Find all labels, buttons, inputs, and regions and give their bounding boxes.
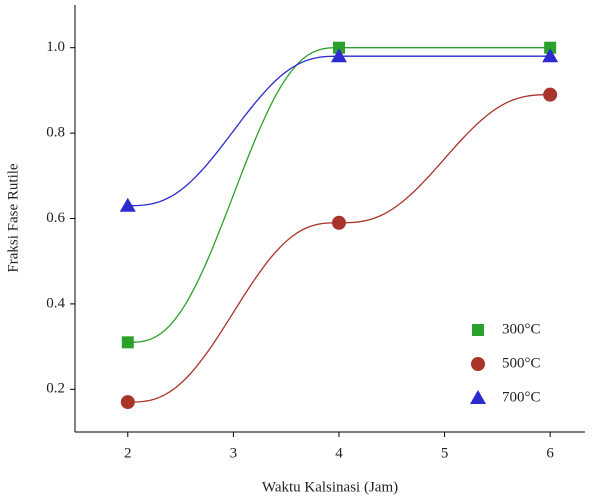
marker-circle <box>543 88 557 102</box>
y-tick-label: 0.4 <box>46 295 65 311</box>
fit-curve <box>128 56 550 206</box>
x-tick-label: 2 <box>124 445 132 461</box>
x-tick-label: 5 <box>441 445 449 461</box>
y-tick-label: 0.6 <box>46 210 65 226</box>
chart: Waktu Kalsinasi (Jam) Fraksi Fase Rutile… <box>0 0 597 497</box>
marker-square <box>472 324 484 336</box>
marker-triangle <box>470 390 486 404</box>
marker-square <box>122 336 134 348</box>
x-tick-label: 4 <box>335 445 343 461</box>
legend-label: 300°C <box>502 321 541 337</box>
y-tick-label: 0.8 <box>46 125 65 141</box>
y-tick-label: 0.2 <box>46 381 65 397</box>
y-tick-label: 1.0 <box>46 39 65 55</box>
x-tick-label: 6 <box>546 445 554 461</box>
y-axis-label: Fraksi Fase Rutile <box>5 163 21 273</box>
fit-curve <box>128 48 550 343</box>
legend-label: 500°C <box>502 355 541 371</box>
marker-circle <box>332 216 346 230</box>
marker-circle <box>471 357 485 371</box>
x-tick-label: 3 <box>230 445 238 461</box>
marker-triangle <box>120 198 136 212</box>
legend-label: 700°C <box>502 389 541 405</box>
fit-curve <box>128 95 550 402</box>
marker-circle <box>121 395 135 409</box>
x-axis-label: Waktu Kalsinasi (Jam) <box>262 479 398 495</box>
